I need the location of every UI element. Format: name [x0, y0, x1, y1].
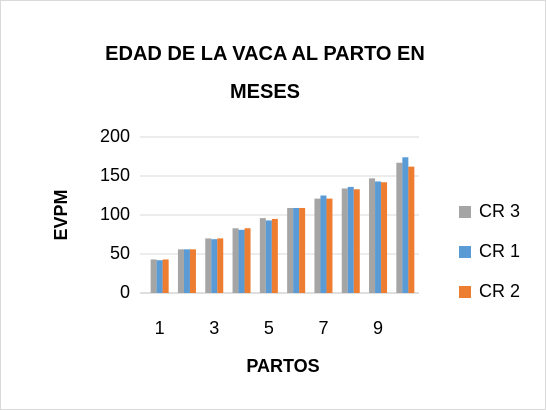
bar — [244, 228, 251, 293]
x-axis-label: PARTOS — [246, 356, 319, 376]
y-tick-label: 200 — [100, 126, 130, 146]
bar — [189, 249, 196, 293]
bar — [347, 186, 354, 293]
bar — [396, 162, 403, 293]
x-tick-label: 5 — [264, 318, 274, 338]
legend-swatch — [459, 206, 471, 218]
bar — [162, 259, 169, 293]
bar — [402, 157, 409, 293]
bar — [238, 229, 245, 293]
bar — [183, 249, 190, 293]
bar — [287, 207, 294, 293]
bar — [381, 182, 388, 293]
chart-title: EDAD DE LA VACA AL PARTO EN MESES — [105, 43, 425, 103]
y-tick-label: 100 — [100, 204, 130, 224]
bar — [369, 178, 376, 293]
bar — [299, 207, 306, 293]
legend-label: CR 2 — [479, 281, 520, 301]
y-tick-label: 0 — [120, 282, 130, 302]
bar — [265, 220, 272, 293]
bar — [177, 249, 184, 293]
bar — [320, 195, 327, 293]
bar — [271, 218, 278, 293]
bar — [293, 207, 300, 293]
bar — [408, 166, 415, 293]
bar — [341, 188, 348, 293]
legend-swatch — [459, 286, 471, 298]
x-tick-label: 9 — [373, 318, 383, 338]
bar — [326, 198, 333, 293]
legend-label: CR 1 — [479, 241, 520, 261]
bar — [375, 181, 382, 293]
bar — [211, 239, 218, 293]
x-tick-label: 1 — [155, 318, 165, 338]
y-tick-label: 50 — [110, 243, 130, 263]
bar — [353, 189, 360, 293]
y-axis-label: EVPM — [51, 189, 71, 240]
bar — [232, 228, 239, 293]
y-tick-label: 150 — [100, 165, 130, 185]
x-tick-label: 3 — [209, 318, 219, 338]
bar — [217, 238, 224, 293]
legend-swatch — [459, 246, 471, 258]
bar — [156, 260, 163, 293]
legend-label: CR 3 — [479, 201, 520, 221]
bar — [314, 198, 321, 293]
bar — [205, 238, 212, 293]
x-tick-label: 7 — [318, 318, 328, 338]
bar — [259, 218, 266, 293]
bar — [150, 259, 157, 293]
